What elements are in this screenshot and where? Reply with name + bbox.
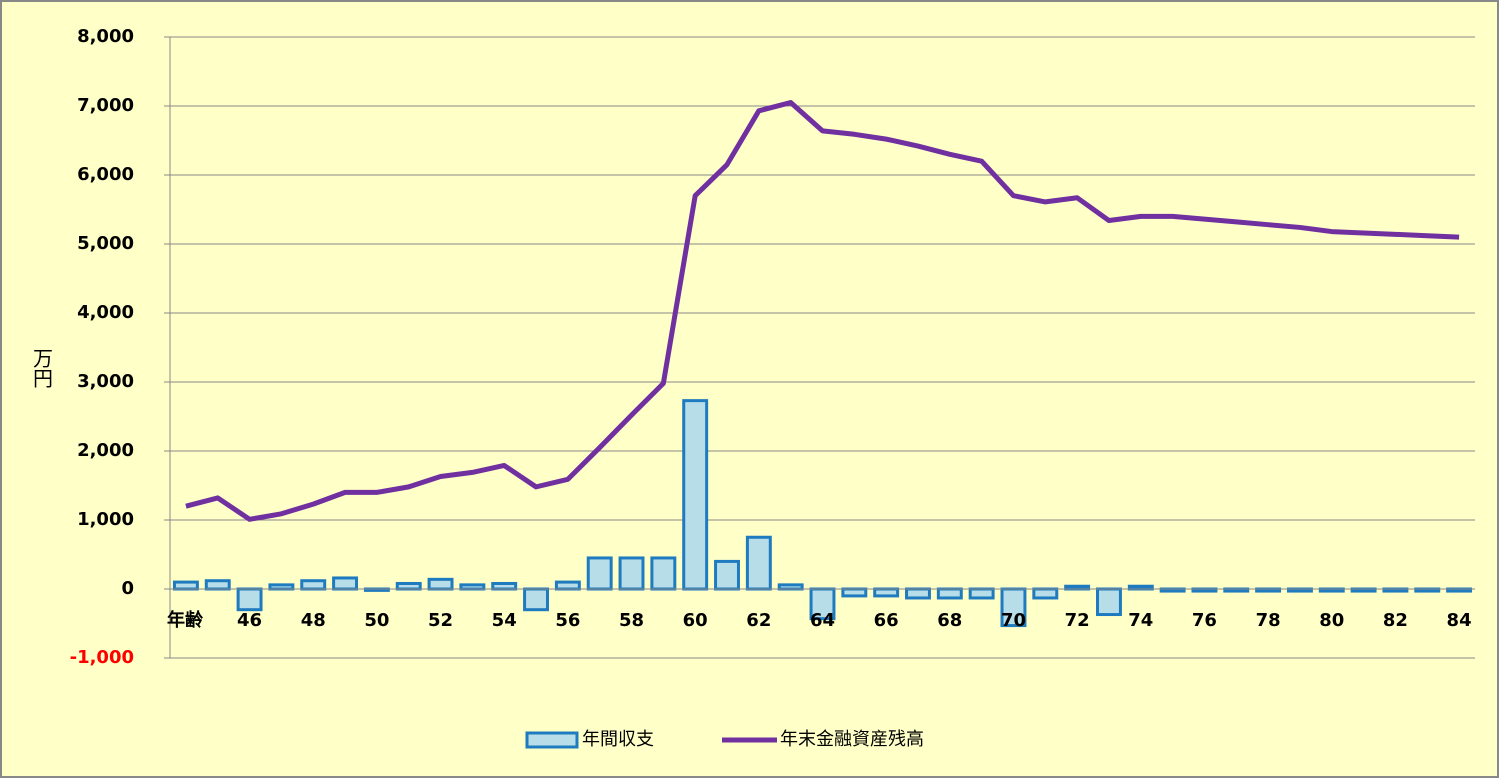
bar (236, 587, 263, 612)
bar (714, 559, 740, 591)
x-tick-label: 52 (428, 610, 453, 631)
bar (268, 583, 295, 591)
bar (968, 587, 995, 600)
x-tick-label: 58 (619, 610, 644, 631)
x-tick-label: 68 (937, 610, 962, 631)
bar (491, 581, 518, 591)
y-tick-label: 7,000 (77, 95, 134, 116)
y-tick-label: 3,000 (77, 371, 134, 392)
x-tick-label: 60 (683, 610, 708, 631)
bar (745, 535, 772, 591)
y-tick-label: 0 (121, 578, 134, 599)
bar (682, 399, 709, 591)
bar (427, 577, 454, 591)
x-tick-label: 84 (1447, 610, 1472, 631)
legend-label: 年末金融資産残高 (780, 729, 924, 750)
bar (777, 583, 804, 591)
x-tick-label: 66 (874, 610, 899, 631)
bar (554, 580, 581, 591)
legend-swatch (525, 731, 579, 749)
x-tick-label: 82 (1383, 610, 1408, 631)
x-tick-label: 70 (1001, 610, 1026, 631)
y-tick-label: 8,000 (77, 26, 134, 47)
y-tick-label: 1,000 (77, 509, 134, 530)
x-tick-label: 76 (1192, 610, 1217, 631)
x-tick-label: 46 (237, 610, 262, 631)
y-tick-label: -1,000 (70, 647, 134, 668)
bar (873, 587, 900, 598)
bar (459, 583, 486, 591)
x-tick-label: 80 (1319, 610, 1344, 631)
y-tick-label: 4,000 (77, 302, 134, 323)
bar (936, 587, 963, 600)
x-tick-label: 54 (492, 610, 517, 631)
bar (300, 579, 327, 591)
x-tick-label: 64 (810, 610, 835, 631)
x-tick-label: 50 (364, 610, 389, 631)
bar (841, 587, 868, 598)
bar (1032, 587, 1059, 600)
bar (586, 556, 613, 591)
y-tick-label: 6,000 (77, 164, 134, 185)
x-tick-label: 62 (746, 610, 771, 631)
x-tick-label: 78 (1256, 610, 1281, 631)
bar (395, 581, 422, 591)
bar (618, 556, 645, 591)
y-tick-label: 2,000 (77, 440, 134, 461)
bar (905, 587, 931, 600)
x-tick-label: 74 (1128, 610, 1153, 631)
x-tick-label: 48 (301, 610, 326, 631)
legend-label: 年間収支 (582, 729, 654, 750)
bar (332, 576, 359, 591)
x-tick-label: 56 (555, 610, 580, 631)
bar (650, 556, 677, 591)
bar (204, 579, 231, 591)
x-axis-label: 年齢 (167, 609, 204, 631)
bar (172, 580, 199, 591)
bar (1096, 587, 1122, 617)
y-tick-label: 5,000 (77, 233, 134, 254)
line (185, 100, 1460, 522)
y-axis-label: 万円 (30, 348, 54, 388)
bar (523, 587, 549, 612)
x-tick-label: 72 (1065, 610, 1090, 631)
